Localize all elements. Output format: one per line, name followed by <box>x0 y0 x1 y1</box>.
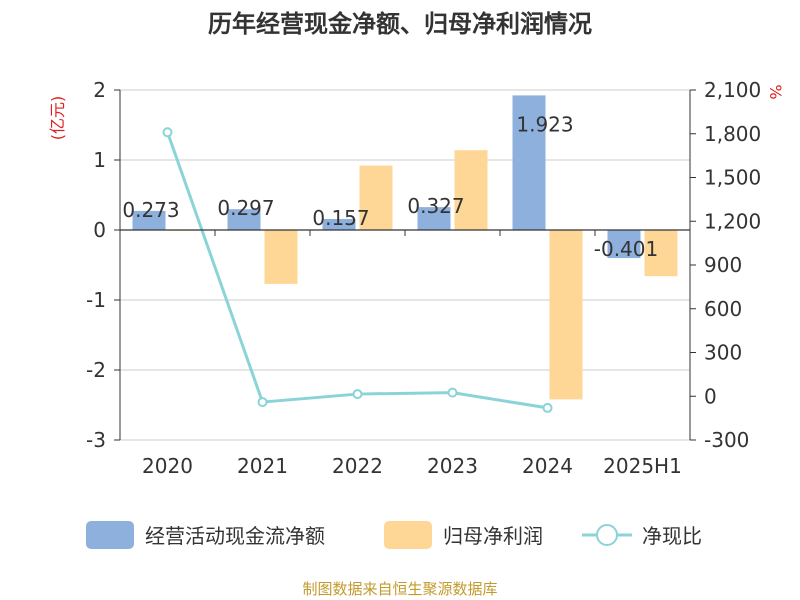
cashflow-value-label-2020: 0.273 <box>122 198 179 222</box>
legend-swatch-cashflow <box>86 521 134 549</box>
ratio-line <box>166 131 548 410</box>
left-tick-label: -1 <box>86 288 106 312</box>
data-labels: 0.273 0.297 0.157 0.327 1.923 -0.401 <box>122 112 658 261</box>
category-label-2021: 2021 <box>237 454 288 478</box>
left-tick-label: 0 <box>93 218 106 242</box>
category-label-2020: 2020 <box>142 454 193 478</box>
legend-marker-ratio <box>596 524 618 546</box>
cashflow-value-label-2024: 1.923 <box>516 112 573 136</box>
right-tick-label: 1,500 <box>704 166 761 190</box>
right-tick-label: 1,200 <box>704 209 761 233</box>
profit-bar-2021 <box>264 230 298 284</box>
category-label-2024: 2024 <box>522 454 573 478</box>
right-tick-label: -300 <box>704 428 749 452</box>
right-tick-label: 600 <box>704 297 742 321</box>
category-label-2022: 2022 <box>332 454 383 478</box>
cashflow-bar-2022 <box>322 219 356 230</box>
profit-bar-2024 <box>549 230 583 400</box>
right-tick-label: 2,100 <box>704 78 761 102</box>
left-axis-unit: (亿元) <box>48 96 67 141</box>
right-tick-label: 900 <box>704 253 742 277</box>
line-series <box>162 127 553 413</box>
legend-swatch-profit <box>384 521 432 549</box>
cashflow-bar-2023 <box>417 207 451 230</box>
cashflow-value-label-2025H1: -0.401 <box>594 237 658 261</box>
cashflow-value-label-2022: 0.157 <box>312 206 369 230</box>
right-tick-label: 1,800 <box>704 122 761 146</box>
profit-bar-2025H1 <box>644 230 678 277</box>
profit-bar-2023 <box>454 150 488 230</box>
cashflow-value-label-2021: 0.297 <box>217 196 274 220</box>
ratio-point-2022 <box>352 389 363 400</box>
right-tick-label: 0 <box>704 384 717 408</box>
cashflow-bar-2021 <box>227 209 261 230</box>
cashflow-bar-2025H1 <box>607 230 641 259</box>
legend-label-profit: 归母净利润 <box>443 524 543 548</box>
ratio-point-2020 <box>162 127 173 138</box>
legend-label-cashflow: 经营活动现金流净额 <box>145 524 325 548</box>
left-tick-label: -2 <box>86 358 106 382</box>
left-tick-label: -3 <box>86 428 106 452</box>
source-note: 制图数据来自恒生聚源数据库 <box>302 580 497 598</box>
legend: 经营活动现金流净额 归母净利润 净现比 <box>86 521 702 549</box>
bars <box>132 95 678 400</box>
category-label-2023: 2023 <box>427 454 478 478</box>
left-tick-label: 2 <box>93 78 106 102</box>
ratio-point-2024 <box>542 402 553 413</box>
grid <box>120 89 690 441</box>
axes: 2 1 0 -1 -2 -3 2,100 1,800 1,500 1,200 900 600 300 0 -… <box>86 78 761 478</box>
left-tick-label: 1 <box>93 148 106 172</box>
chart-title: 历年经营现金净额、归母净利润情况 <box>208 10 592 38</box>
category-label-2025H1: 2025H1 <box>603 454 682 478</box>
cashflow-bar-2020 <box>132 210 166 230</box>
legend-label-ratio: 净现比 <box>642 524 702 548</box>
profit-bar-2022 <box>359 165 393 230</box>
ratio-point-2023 <box>447 387 458 398</box>
ratio-point-2021 <box>257 397 268 408</box>
right-axis-unit: % <box>766 84 785 99</box>
cashflow-bar-2024 <box>512 95 546 230</box>
right-tick-label: 300 <box>704 341 742 365</box>
cashflow-value-label-2023: 0.327 <box>407 194 464 218</box>
